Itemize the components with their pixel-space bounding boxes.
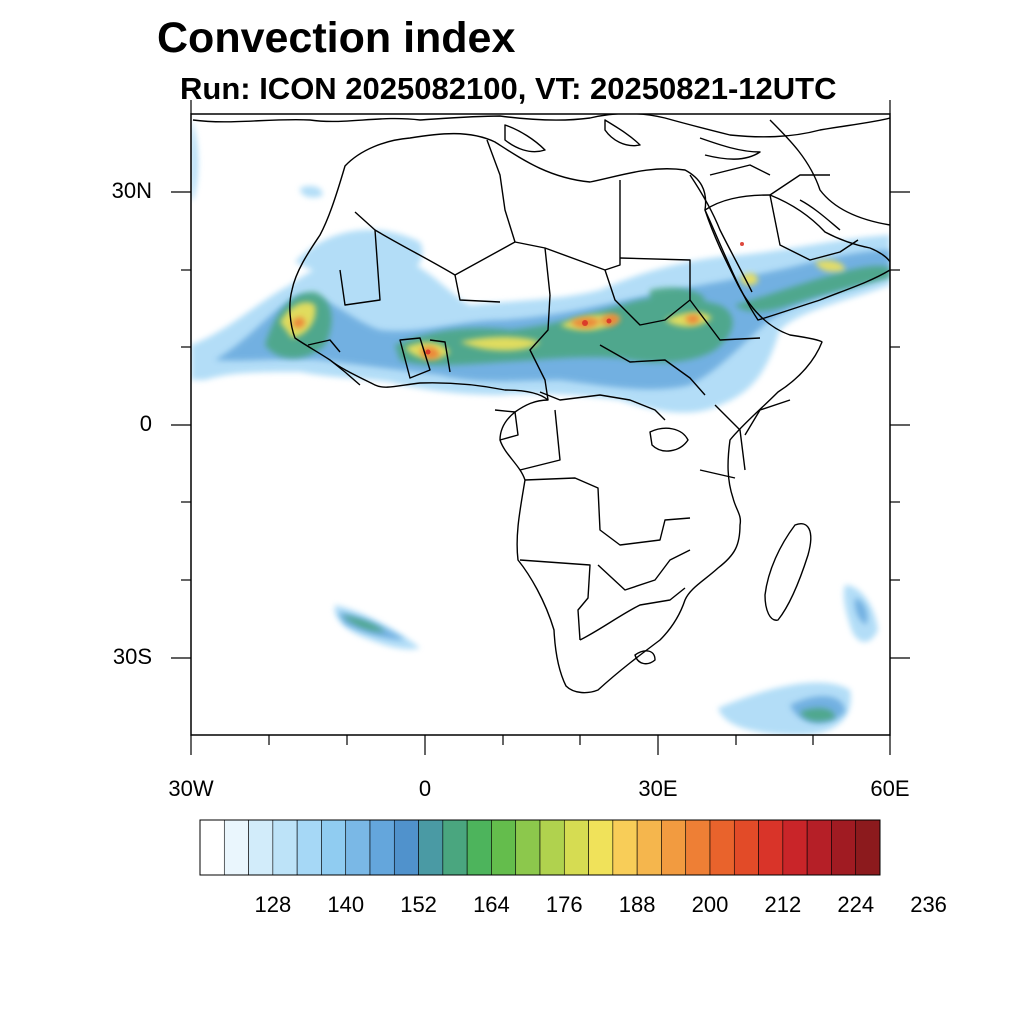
colorbar-swatch [223,819,249,876]
lon-label-60e: 60E [870,776,909,801]
lon-label-30e: 30E [638,776,677,801]
colorbar-swatch [636,819,662,876]
convection-field [191,120,890,735]
colorbar-swatch [199,819,225,876]
colorbar-swatch [539,819,565,876]
colorbar-tick-label: 224 [837,892,874,917]
map-frame [190,113,891,736]
colorbar-swatch [831,819,857,876]
colorbar-tick-label: 236 [910,892,947,917]
colorbar-swatch [612,819,638,876]
lat-label-30n: 30N [112,178,152,203]
colorbar-swatch [393,819,419,876]
colorbar-frame [199,819,881,876]
colorbar-swatch [321,819,347,876]
colorbar-swatch [248,819,274,876]
colorbar-swatch [661,819,687,876]
colorbar-tick-label: 152 [400,892,437,917]
colorbar-swatch [345,819,371,876]
colorbar-tick-label: 188 [619,892,656,917]
colorbar-swatch [442,819,468,876]
colorbar-swatch [685,819,711,876]
colorbar-swatch [491,819,517,876]
colorbar-swatch [709,819,735,876]
lat-label-30s: 30S [113,644,152,669]
colorbar-swatch [466,819,492,876]
lon-label-30w: 30W [168,776,213,801]
lat-label-0: 0 [140,411,152,436]
colorbar-swatch [563,819,589,876]
latitude-labels: 30N 0 30S [112,178,152,669]
colorbar-swatch [369,819,395,876]
run-info-subtitle: Run: ICON 2025082100, VT: 20250821-12UTC [180,71,837,106]
colorbar-swatch [806,819,832,876]
colorbar-labels: 128 140 152 164 176 188 200 212 224 236 [254,892,946,917]
colorbar-swatch [515,819,541,876]
colorbar-swatch [733,819,759,876]
colorbar-tick-label: 176 [546,892,583,917]
chart-title: Convection index [157,14,516,62]
colorbar-tick-label: 200 [692,892,729,917]
colorbar-tick-label: 140 [327,892,364,917]
coastline-and-borders [192,114,890,694]
colorbar-tick-label: 164 [473,892,510,917]
colorbar-tick-label: 128 [254,892,291,917]
colorbar-swatch [855,819,881,876]
longitude-labels: 30W 0 30E 60E [168,776,909,801]
colorbar-swatch [758,819,784,876]
colorbar [199,819,881,876]
colorbar-swatch [296,819,322,876]
lon-label-0: 0 [419,776,431,801]
colorbar-swatch [588,819,614,876]
colorbar-swatch [418,819,444,876]
axis-ticks [171,100,910,755]
colorbar-tick-label: 212 [764,892,801,917]
colorbar-swatch [782,819,808,876]
colorbar-swatch [272,819,298,876]
